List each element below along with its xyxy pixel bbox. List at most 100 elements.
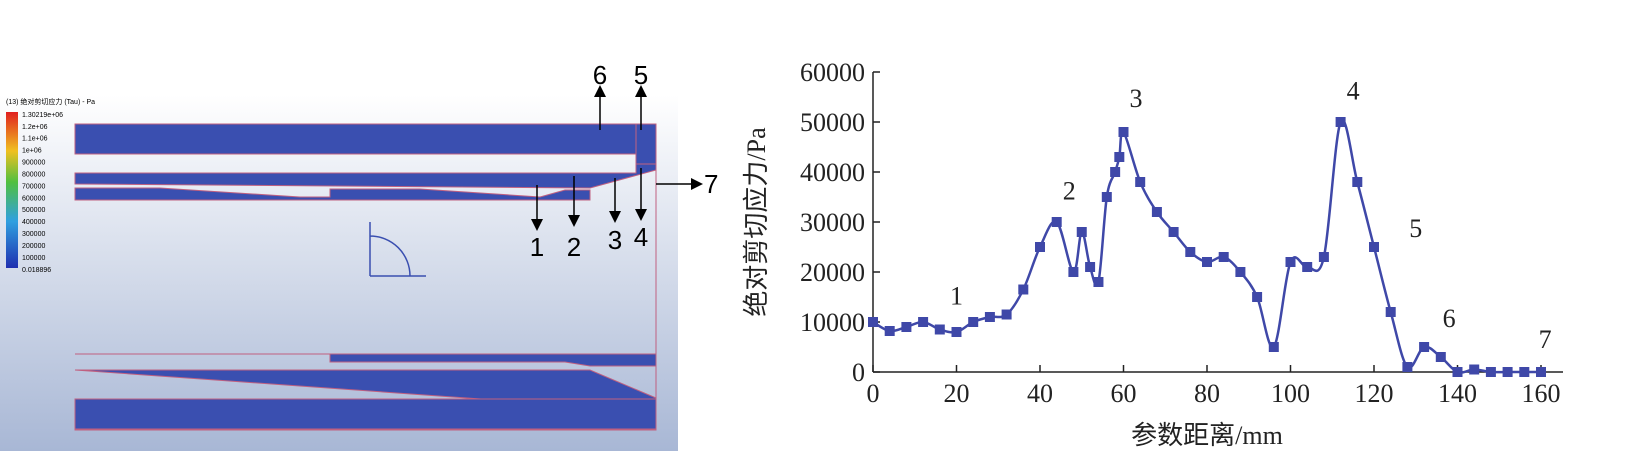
marker (1419, 342, 1430, 352)
y-tick-label: 60000 (800, 58, 865, 87)
legend-label: 1.30219e+06 (22, 112, 63, 119)
marker (1101, 192, 1112, 202)
marker (951, 327, 962, 337)
legend-title: (13) 绝对剪切应力 (Tau) - Pa (6, 97, 95, 106)
marker (934, 324, 945, 335)
legend-label: 200000 (22, 243, 45, 250)
x-tick-label: 20 (944, 379, 970, 408)
marker (1536, 367, 1546, 377)
y-tick-label: 20000 (800, 258, 865, 287)
marker (1185, 247, 1196, 257)
section-label: 2 (567, 232, 581, 262)
marker (1402, 362, 1413, 372)
section-label: 7 (704, 169, 718, 199)
y-tick-label: 30000 (800, 208, 865, 237)
legend-label: 800000 (22, 171, 45, 178)
y-tick-label: 10000 (800, 308, 865, 337)
section-label: 4 (634, 222, 648, 252)
legend-label: 0.018896 (22, 267, 51, 274)
x-tick-label: 140 (1438, 379, 1477, 408)
marker (918, 317, 929, 327)
section-label: 1 (530, 232, 544, 262)
geometry (74, 123, 657, 431)
legend-label: 1.1e+06 (22, 136, 48, 143)
marker (1168, 227, 1179, 237)
marker (1435, 352, 1446, 362)
legend-label: 400000 (22, 219, 45, 226)
marker (1469, 364, 1480, 375)
section-label: 6 (593, 60, 607, 90)
marker (1001, 309, 1012, 320)
marker (1485, 367, 1496, 377)
color-bar (6, 112, 18, 268)
annotation: 7 (1539, 325, 1552, 354)
marker (1352, 177, 1363, 187)
marker (1018, 284, 1029, 295)
legend-labels: 1.30219e+06 1.2e+06 1.1e+06 1e+06 900000 8000… (22, 112, 63, 274)
line (872, 118, 1541, 374)
legend-label: 100000 (22, 255, 45, 262)
annotation: 2 (1063, 177, 1076, 206)
y-tick-label: 0 (852, 358, 865, 387)
marker (1318, 252, 1329, 262)
section-labels: 6 5 7 1 2 3 4 (530, 60, 719, 262)
marker (1268, 342, 1279, 352)
marker (968, 317, 979, 327)
legend-label: 700000 (22, 183, 45, 190)
y-tick-label: 50000 (800, 108, 865, 137)
marker (1035, 242, 1045, 252)
y-tick-label: 40000 (800, 158, 865, 187)
legend-label: 300000 (22, 231, 45, 238)
x-axis-label: 参数距离/mm (1131, 421, 1283, 450)
marker (1369, 242, 1379, 252)
marker (1051, 217, 1062, 227)
x-tick-label: 40 (1027, 379, 1053, 408)
marker (1076, 227, 1087, 237)
legend-label: 1e+06 (22, 148, 42, 155)
marker (884, 326, 895, 336)
marker (1335, 117, 1346, 127)
marker (1114, 152, 1125, 162)
x-tick-label: 100 (1271, 379, 1310, 408)
section-label: 3 (608, 225, 622, 255)
x-tick-label: 120 (1355, 379, 1394, 408)
x-tick-label: 80 (1194, 379, 1220, 408)
legend-label: 600000 (22, 195, 45, 202)
legend-label: 500000 (22, 207, 45, 214)
legend-label: 900000 (22, 160, 45, 167)
legend-label: 1.2e+06 (22, 124, 48, 131)
marker (1502, 367, 1513, 377)
annotation: 6 (1443, 304, 1456, 333)
marker (1218, 252, 1229, 262)
marker (901, 322, 912, 332)
annotation: 1 (950, 282, 963, 311)
marker (1252, 292, 1263, 302)
x-tick-label: 160 (1522, 379, 1561, 408)
annotation: 5 (1409, 214, 1422, 243)
marker (1085, 262, 1096, 272)
marker (1302, 262, 1313, 272)
axis-triad (369, 222, 426, 277)
marker (1202, 257, 1212, 267)
marker (1285, 257, 1296, 267)
marker (1110, 167, 1121, 177)
x-tick-label: 0 (867, 379, 880, 408)
section-label: 5 (634, 60, 648, 90)
simulation-panel: (13) 绝对剪切应力 (Tau) - Pa 1.30219e+06 1.2e+0… (0, 60, 718, 451)
marker (1068, 267, 1079, 277)
y-axis-label: 绝对剪切应力/Pa (742, 127, 771, 317)
marker (1452, 367, 1463, 377)
x-tick-label: 60 (1111, 379, 1137, 408)
marker (1135, 177, 1146, 187)
marker (1235, 267, 1246, 277)
marker (1093, 277, 1104, 287)
marker (1385, 307, 1396, 317)
marker (1519, 367, 1530, 377)
marker (984, 312, 995, 322)
marker (1151, 207, 1162, 217)
chart: 绝对剪切应力/Pa 参数距离/mm 0 10000 20000 30000 40000 5… (742, 58, 1563, 450)
marker (1118, 127, 1129, 137)
annotation: 3 (1130, 84, 1143, 113)
arrows (531, 85, 703, 231)
